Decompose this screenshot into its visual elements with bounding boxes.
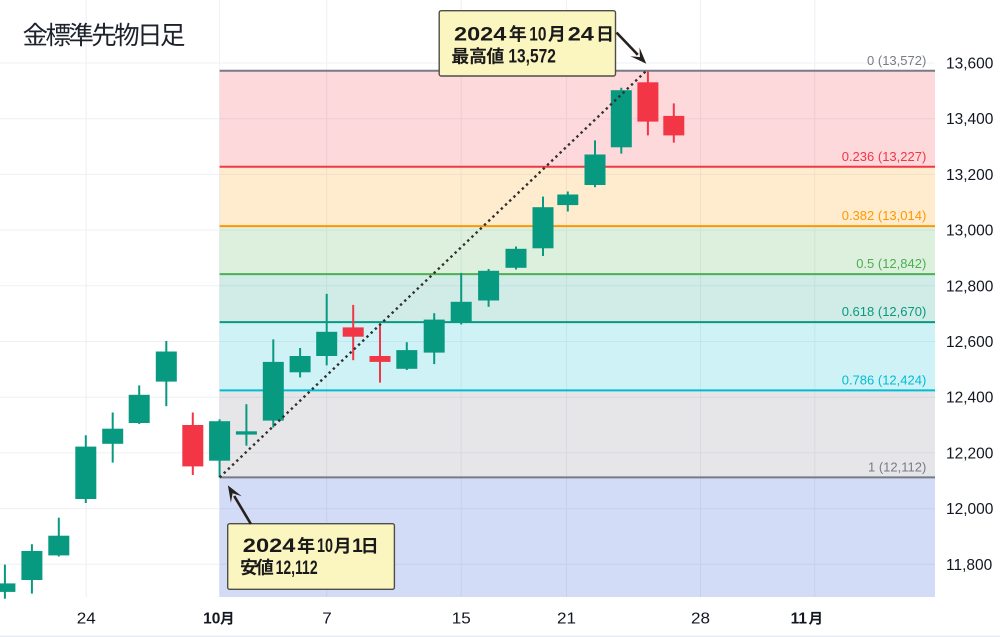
svg-text:10: 10 [317,534,333,557]
svg-text:13,600: 13,600 [946,56,994,73]
svg-text:12,200: 12,200 [946,445,994,462]
svg-text:0.382 (13,014): 0.382 (13,014) [842,208,927,223]
svg-text:15: 15 [452,610,471,627]
svg-text:13,572: 13,572 [508,45,556,67]
svg-text:2024: 2024 [454,22,506,45]
svg-text:28: 28 [691,610,710,627]
svg-text:0 (13,572): 0 (13,572) [867,53,926,68]
svg-text:12,400: 12,400 [946,390,994,407]
svg-text:2024: 2024 [243,534,296,556]
svg-text:24: 24 [77,610,96,627]
svg-text:11: 11 [791,611,808,628]
svg-text:13,400: 13,400 [946,111,994,128]
svg-text:0.5 (12,842): 0.5 (12,842) [856,256,926,271]
svg-text:12,000: 12,000 [946,501,994,518]
svg-text:0.618 (12,670): 0.618 (12,670) [842,304,927,319]
svg-text:10: 10 [529,23,546,45]
svg-text:12,112: 12,112 [276,557,318,579]
svg-text:1 (12,112): 1 (12,112) [868,459,926,474]
svg-text:7: 7 [322,610,332,627]
svg-text:24: 24 [568,22,594,45]
svg-text:12,800: 12,800 [946,278,994,295]
svg-text:0.236 (13,227): 0.236 (13,227) [842,149,927,164]
svg-text:12,600: 12,600 [946,334,994,351]
svg-text:10: 10 [203,611,220,628]
svg-text:11,800: 11,800 [946,557,993,574]
svg-text:1: 1 [352,535,363,557]
svg-text:13,200: 13,200 [946,167,994,184]
svg-text:21: 21 [557,610,576,627]
svg-text:0.786 (12,424): 0.786 (12,424) [842,372,927,387]
svg-text:13,000: 13,000 [946,223,994,240]
